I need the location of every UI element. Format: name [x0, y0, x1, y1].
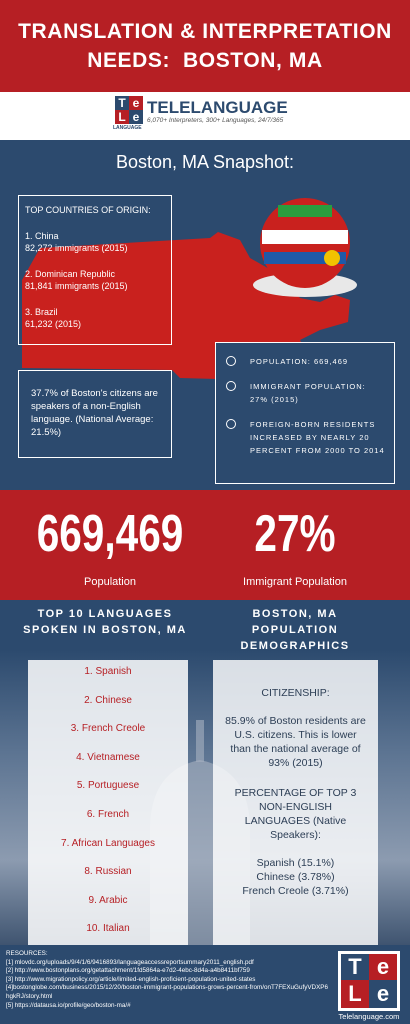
- fact-text: POPULATION: 669,469: [250, 357, 349, 366]
- languages-section: TOP 10 LANGUAGES SPOKEN IN BOSTON, MA BO…: [0, 600, 410, 945]
- logo-letter: e: [129, 110, 143, 124]
- citizenship-text: 85.9% of Boston residents are U.S. citiz…: [225, 715, 366, 769]
- facts-box: POPULATION: 669,469 IMMIGRANT POPULATION…: [215, 342, 395, 484]
- countries-box: TOP COUNTRIES OF ORIGIN: 1. China 82,272…: [18, 195, 172, 345]
- language-item: 9. Arabic: [88, 894, 128, 906]
- logo-letter: e: [369, 954, 397, 980]
- snapshot: Boston, MA Snapshot: TOP COUNTRIES OF OR…: [0, 140, 410, 490]
- tagline: 6,070+ Interpreters, 300+ Languages, 24/…: [147, 117, 284, 124]
- country: 2. Dominican Republic: [25, 269, 116, 279]
- languages-heading: PERCENTAGE OF TOP 3 NON-ENGLISH LANGUAGE…: [234, 787, 357, 841]
- logo-letter: e: [129, 96, 143, 110]
- country-detail: 61,232 (2015): [25, 319, 82, 329]
- logo-letter: T: [115, 96, 129, 110]
- fact-icon: [226, 356, 236, 366]
- title-line: NEEDS: BOSTON, MA: [87, 49, 323, 72]
- brand-name: TELELANGUAGE: [147, 98, 288, 117]
- flag-stripe: [262, 230, 348, 244]
- fact: FOREIGN-BORN RESIDENTS INCREASED BY NEAR…: [226, 418, 386, 457]
- language-share: Spanish (15.1%): [256, 857, 335, 869]
- language-item: 2. Chinese: [84, 694, 132, 706]
- country-detail: 81,841 immigrants (2015): [25, 281, 128, 291]
- resource: [3] http://www.migrationpolicy.org/artic…: [6, 975, 256, 983]
- languages-panel: 1. Spanish 2. Chinese 3. French Creole 4. V…: [28, 660, 188, 945]
- capitol-spire: [196, 720, 204, 762]
- fact: IMMIGRANT POPULATION: 27% (2015): [226, 380, 386, 406]
- language-item: 7. African Languages: [61, 837, 155, 849]
- fact-text: FOREIGN-BORN RESIDENTS INCREASED BY NEAR…: [250, 420, 385, 455]
- site: Telelanguage.com: [338, 1012, 400, 1021]
- snapshot-title: Boston, MA Snapshot:: [115, 152, 295, 172]
- resources-heading: RESOURCES:: [6, 950, 48, 957]
- fact-icon: [226, 381, 236, 391]
- highlight-label: Immigrant Population: [243, 576, 347, 588]
- demographics-panel: CITIZENSHIP: 85.9% of Boston residents a…: [213, 660, 378, 945]
- footer-logo: T e L e: [338, 951, 400, 1011]
- language-item: 10. Italian: [86, 923, 130, 935]
- logo-letter: e: [369, 980, 397, 1008]
- language-item: 8. Russian: [84, 866, 132, 878]
- highlight-label: Population: [84, 576, 136, 588]
- highlight-value: 669,469: [36, 505, 184, 563]
- header: TRANSLATION & INTERPRETATION NEEDS: BOST…: [0, 0, 410, 92]
- highlights: 669,469 Population 27% Immigrant Populat…: [0, 490, 410, 600]
- logo-letter: L: [341, 980, 369, 1008]
- resources: RESOURCES: [1] mlovdc.org/uploads/9/4/1/…: [0, 945, 410, 1024]
- country-detail: 82,272 immigrants (2015): [25, 243, 128, 253]
- language-item: 4. Vietnamese: [76, 751, 140, 763]
- resources-list: RESOURCES: [1] mlovdc.org/uploads/9/4/1/…: [6, 950, 328, 1010]
- languages-heading: TOP 10 LANGUAGES SPOKEN IN BOSTON, MA: [23, 608, 187, 636]
- demographics-heading: BOSTON, MA POPULATION DEMOGRAPHICS: [240, 608, 350, 652]
- logo-letter: L: [115, 110, 129, 124]
- fact-icon: [226, 419, 236, 429]
- language-share: French Creole (3.71%): [242, 885, 349, 897]
- language-item: 3. French Creole: [70, 723, 146, 735]
- brand-band: T e L e LANGUAGE TELELANGUAGE 6,070+ Int…: [0, 92, 410, 140]
- language-item: 1. Spanish: [84, 666, 132, 677]
- resource: [4]bostonglobe.com/business/2015/12/20/b…: [6, 984, 329, 1000]
- language-item: 5. Portuguese: [76, 780, 140, 792]
- language-share: Chinese (3.78%): [256, 871, 335, 883]
- resource: [2] http://www.bostonplans.org/getattach…: [6, 967, 250, 975]
- title-line: TRANSLATION & INTERPRETATION: [18, 20, 392, 43]
- citizenship-heading: CITIZENSHIP:: [261, 687, 330, 699]
- logo-letter: T: [341, 954, 369, 980]
- flag-stripe: [324, 250, 340, 266]
- resource: [1] mlovdc.org/uploads/9/4/1/6/9416893/l…: [6, 958, 254, 966]
- highlight-value: 27%: [254, 505, 336, 563]
- flag-stripe: [278, 205, 332, 217]
- country: 3. Brazil: [25, 307, 58, 317]
- fact-text: IMMIGRANT POPULATION: 27% (2015): [250, 382, 366, 404]
- country: 1. China: [25, 231, 59, 241]
- countries-heading: TOP COUNTRIES OF ORIGIN:: [25, 205, 151, 215]
- fact: POPULATION: 669,469: [226, 355, 386, 368]
- language-note: 37.7% of Boston's citizens are speakers …: [18, 370, 172, 458]
- logo-caption: LANGUAGE: [113, 125, 142, 131]
- language-item: 6. French: [86, 809, 130, 820]
- resource: [5] https://datausa.io/profile/geo/bosto…: [6, 1001, 131, 1009]
